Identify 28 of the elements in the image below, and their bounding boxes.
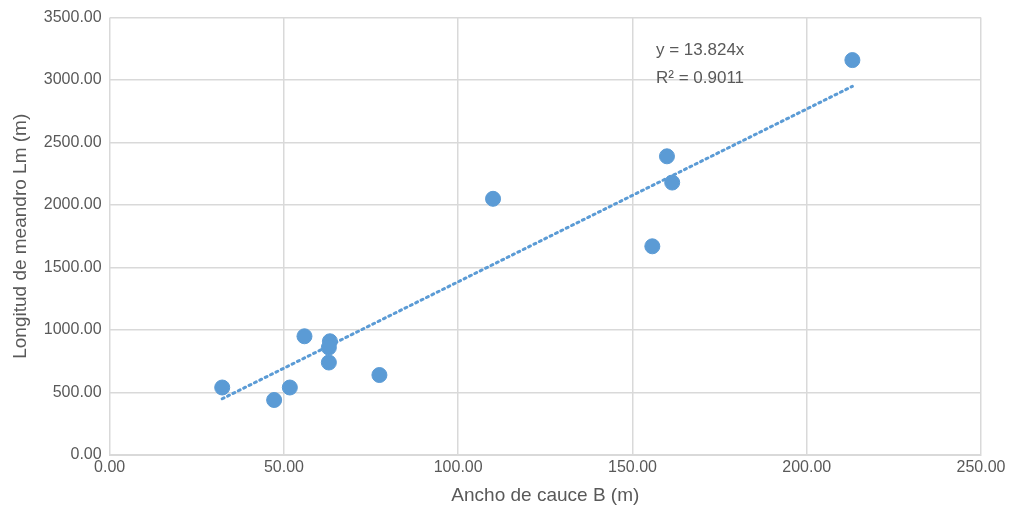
point <box>296 328 313 345</box>
point <box>214 379 231 396</box>
point <box>485 190 502 207</box>
x-tick-label: 200.00 <box>782 458 832 476</box>
y-tick-label: 3000.00 <box>43 70 102 88</box>
y-tick-label: 1000.00 <box>43 320 102 338</box>
point <box>371 367 388 384</box>
point <box>844 52 861 69</box>
y-tick-label: 3500.00 <box>43 8 102 26</box>
point <box>658 148 675 165</box>
y-tick-label: 2000.00 <box>43 195 102 213</box>
x-tick-label: 0.00 <box>94 458 126 476</box>
annotation: R² = 0.9011 <box>655 68 745 88</box>
x-axis-title: Ancho de cauce B (m) <box>451 483 640 505</box>
annotation: y = 13.824x <box>655 40 745 60</box>
y-axis-title: Longitud de meandro Lm (m) <box>8 113 30 359</box>
x-tick-label: 250.00 <box>956 458 1006 476</box>
y-tick-label: 1500.00 <box>43 257 102 275</box>
x-tick-label: 150.00 <box>607 458 658 476</box>
point <box>320 354 337 371</box>
y-tick-label: 2500.00 <box>43 132 102 150</box>
point <box>281 379 298 396</box>
point <box>266 392 283 409</box>
x-tick-label: 50.00 <box>263 458 305 476</box>
x-tick-label: 100.00 <box>433 458 483 476</box>
point <box>644 238 661 255</box>
point <box>664 174 681 191</box>
y-tick-label: 500.00 <box>52 382 102 400</box>
